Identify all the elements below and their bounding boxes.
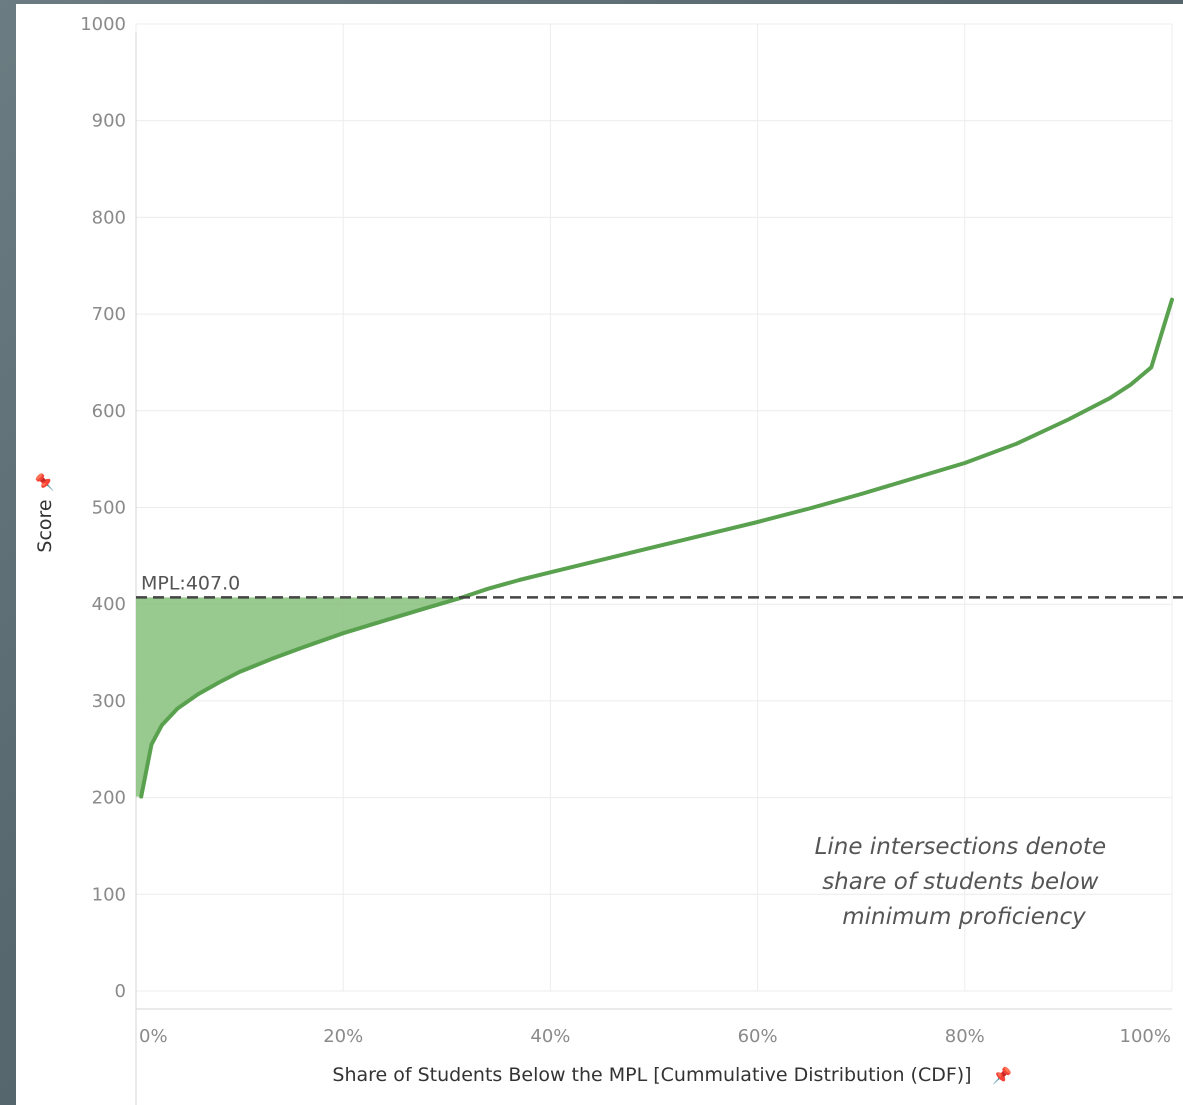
- below-mpl-area: [136, 597, 463, 797]
- y-tick-label: 200: [92, 788, 126, 809]
- y-tick-label: 100: [92, 884, 126, 905]
- y-tick-label: 1000: [80, 14, 126, 35]
- x-tick-labels: 0% 20% 40% 60% 80% 100%: [139, 1026, 1171, 1047]
- y-tick-label: 900: [92, 111, 126, 132]
- x-tick-label: 20%: [323, 1026, 363, 1047]
- x-tick-label: 80%: [945, 1026, 985, 1047]
- x-axis-title: Share of Students Below the MPL [Cummula…: [332, 1064, 971, 1086]
- y-tick-label: 500: [92, 498, 126, 519]
- y-tick-labels: 0 100 200 300 400 500 600 700 800 900 1000: [80, 14, 126, 1002]
- cdf-series-line[interactable]: [139, 297, 1174, 799]
- x-axis-title-group[interactable]: Share of Students Below the MPL [Cummula…: [332, 1064, 1012, 1086]
- y-tick-label: 600: [92, 401, 126, 422]
- pin-icon: 📌: [992, 1066, 1012, 1085]
- y-axis-title-group[interactable]: Score 📌: [34, 472, 56, 553]
- y-tick-label: 800: [92, 207, 126, 228]
- y-tick-label: 400: [92, 594, 126, 615]
- annotation-line-2: share of students below: [822, 869, 1098, 895]
- y-tick-label: 0: [115, 981, 126, 1002]
- cdf-chart: 0 100 200 300 400 500 600 700 800 900 1000 0% 20% 40…: [34, 14, 1183, 1105]
- x-tick-label: 60%: [738, 1026, 778, 1047]
- pin-icon: 📌: [35, 472, 54, 492]
- annotation-text: Line intersections denote share of stude…: [815, 834, 1114, 930]
- annotation-line-3: minimum proficiency: [842, 904, 1086, 930]
- y-axis-title: Score: [34, 499, 56, 552]
- mpl-reference-label: MPL:407.0: [141, 572, 240, 594]
- y-tick-label: 700: [92, 304, 126, 325]
- x-tick-label: 100%: [1120, 1026, 1171, 1047]
- x-tick-label: 40%: [530, 1026, 570, 1047]
- x-tick-label: 0%: [139, 1026, 168, 1047]
- y-tick-label: 300: [92, 691, 126, 712]
- annotation-line-1: Line intersections denote: [815, 834, 1107, 860]
- chart-panel: 0 100 200 300 400 500 600 700 800 900 1000 0% 20% 40…: [16, 4, 1183, 1105]
